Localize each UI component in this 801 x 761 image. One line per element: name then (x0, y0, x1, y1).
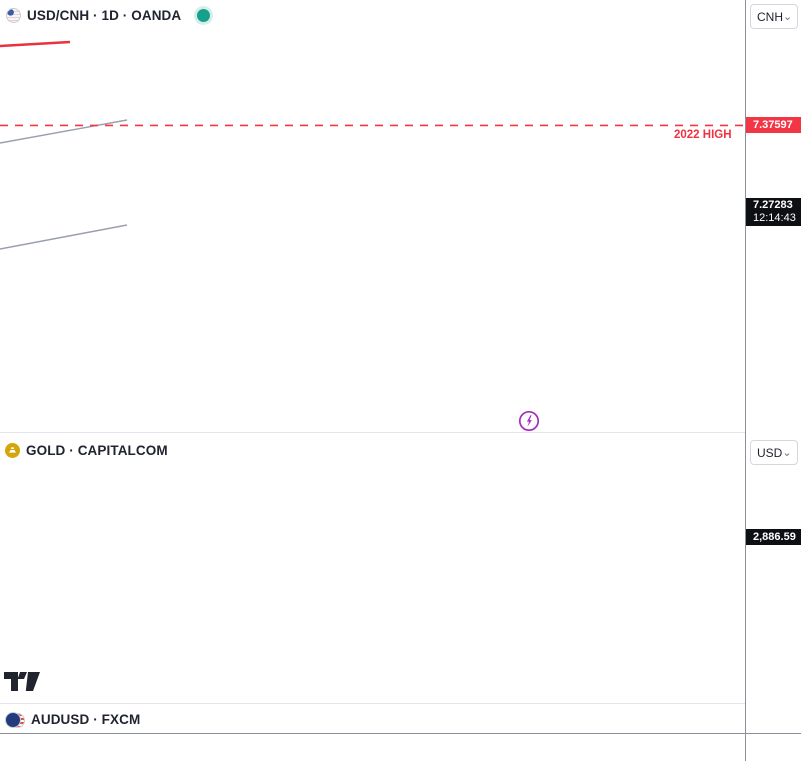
usdcnh-currency-dropdown[interactable]: CNH ⌄ (750, 4, 798, 29)
axis-corner-separator (745, 734, 746, 761)
gold-last-price-label: 2,886.59 (746, 529, 801, 545)
last-price-value: 7.27283 (753, 199, 793, 211)
usdcnh-currency-label: CNH (757, 9, 783, 24)
price-axis[interactable]: CNH ⌄ 7.37597 7.27283 12:14:43 USD ⌄ 2,8… (745, 0, 801, 733)
gold-currency-label: USD (757, 445, 783, 460)
key-level-label: 2022 HIGH (674, 129, 732, 141)
usdcnh-pane-title: USD/CNH · 1D · OANDA (27, 8, 182, 23)
audusd-pane-header[interactable]: AUDUSD · FXCM (5, 712, 141, 728)
gray-trendline-1 (0, 224, 128, 250)
gray-trendline-0 (0, 119, 128, 144)
pane-divider-2 (0, 703, 745, 704)
usdcnh-high-price-label: 7.37597 (746, 117, 801, 133)
bar-countdown: 12:14:43 (753, 212, 796, 224)
economic-event-lightning-icon[interactable] (518, 410, 540, 432)
red-trendline (0, 40, 71, 48)
chevron-down-icon: ⌄ (783, 10, 793, 23)
chart-plot-area[interactable] (0, 0, 745, 733)
usdcnh-flag-icon (6, 8, 21, 23)
chevron-down-icon: ⌄ (782, 446, 792, 459)
tradingview-logo[interactable] (4, 670, 44, 692)
audusd-flag-icon (5, 712, 25, 728)
gold-icon (5, 443, 20, 458)
time-axis[interactable] (0, 733, 801, 761)
market-status-dot (197, 9, 211, 22)
usdcnh-last-price-label: 7.27283 12:14:43 (746, 198, 801, 226)
gold-currency-dropdown[interactable]: USD ⌄ (750, 440, 798, 465)
audusd-pane-title: AUDUSD · FXCM (31, 712, 141, 727)
gold-pane-title: GOLD · CAPITALCOM (26, 443, 168, 458)
usdcnh-pane-header[interactable]: USD/CNH · 1D · OANDA (6, 8, 211, 23)
gold-pane-header[interactable]: GOLD · CAPITALCOM (5, 443, 168, 458)
pane-divider-1 (0, 432, 745, 433)
